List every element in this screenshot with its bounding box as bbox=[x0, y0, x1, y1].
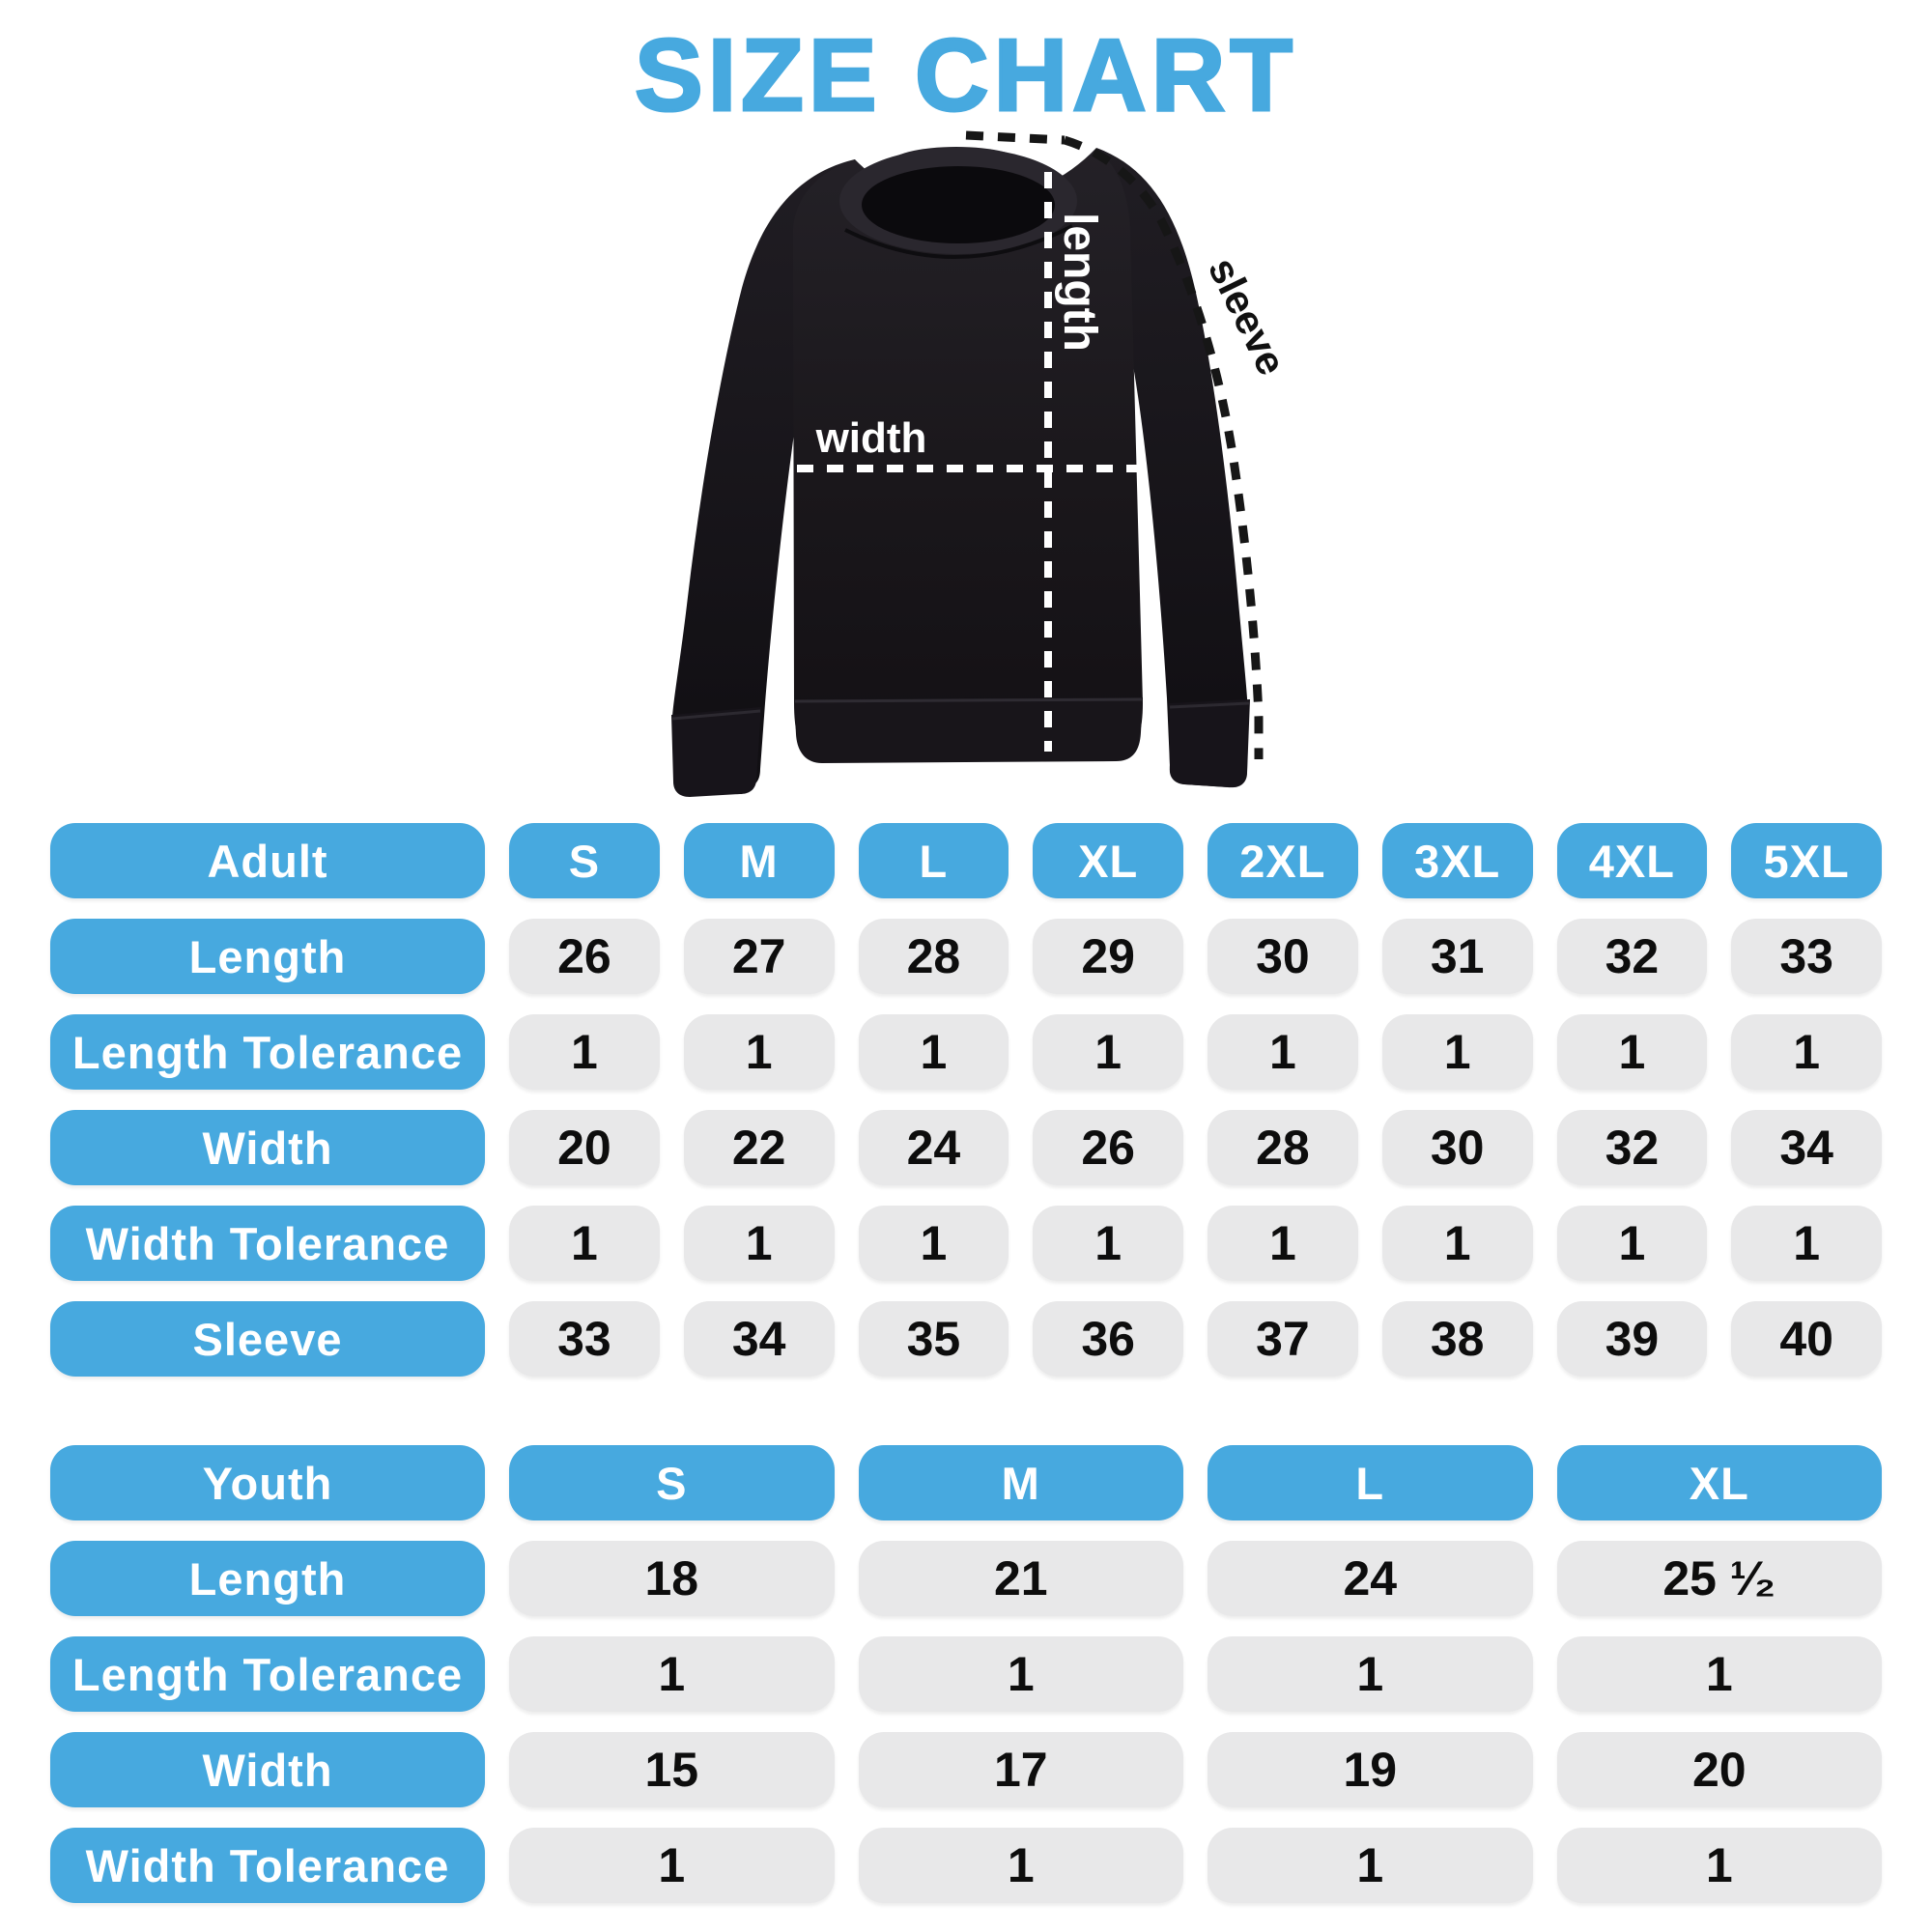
adult-width-tolerance-value: 1 bbox=[1731, 1206, 1882, 1281]
youth-length-value: 25 ¹⁄₂ bbox=[1556, 1541, 1882, 1616]
youth-size-header-s: S bbox=[509, 1445, 835, 1520]
sleeve-measure-line bbox=[965, 130, 1264, 759]
collar-opening bbox=[862, 166, 1055, 243]
adult-length-value: 28 bbox=[858, 919, 1009, 994]
adult-size-header-3xl: 3XL bbox=[1381, 823, 1533, 898]
adult-sleeve-value: 39 bbox=[1556, 1301, 1708, 1377]
youth-size-header-l: L bbox=[1208, 1445, 1533, 1520]
youth-table-title: Youth bbox=[50, 1445, 485, 1520]
sweatshirt-measurement-diagram: length width sleeve bbox=[647, 124, 1314, 819]
adult-width-tolerance-value: 1 bbox=[1208, 1206, 1358, 1281]
adult-sleeve-value: 37 bbox=[1208, 1301, 1358, 1377]
adult-width-value: 26 bbox=[1033, 1110, 1183, 1185]
youth-length-value: 24 bbox=[1208, 1541, 1533, 1616]
adult-row-label-length: Length bbox=[50, 919, 485, 994]
adult-width-value: 32 bbox=[1556, 1110, 1708, 1185]
youth-size-header-xl: XL bbox=[1556, 1445, 1882, 1520]
youth-length-value: 18 bbox=[509, 1541, 835, 1616]
adult-length-tolerance-value: 1 bbox=[858, 1014, 1009, 1090]
adult-length-tolerance-value: 1 bbox=[1731, 1014, 1882, 1090]
adult-size-table: Adult S M L XL 2XL 3XL 4XL 5XL Length 26… bbox=[50, 823, 1882, 1377]
youth-width-tolerance-value: 1 bbox=[858, 1828, 1183, 1903]
youth-length-tolerance-value: 1 bbox=[1208, 1636, 1533, 1712]
adult-sleeve-value: 34 bbox=[683, 1301, 835, 1377]
adult-length-tolerance-value: 1 bbox=[1556, 1014, 1708, 1090]
adult-width-value: 30 bbox=[1381, 1110, 1533, 1185]
length-label: length bbox=[1054, 213, 1105, 352]
adult-width-value: 34 bbox=[1731, 1110, 1882, 1185]
sleeve-label: sleeve bbox=[1200, 250, 1295, 382]
youth-row-label-width-tolerance: Width Tolerance bbox=[50, 1828, 485, 1903]
adult-sleeve-value: 33 bbox=[509, 1301, 660, 1377]
adult-length-value: 30 bbox=[1208, 919, 1358, 994]
adult-length-value: 26 bbox=[509, 919, 660, 994]
youth-length-value: 21 bbox=[858, 1541, 1183, 1616]
youth-width-tolerance-value: 1 bbox=[509, 1828, 835, 1903]
adult-width-tolerance-value: 1 bbox=[509, 1206, 660, 1281]
adult-width-value: 20 bbox=[509, 1110, 660, 1185]
adult-width-value: 28 bbox=[1208, 1110, 1358, 1185]
adult-width-tolerance-value: 1 bbox=[1556, 1206, 1708, 1281]
youth-width-tolerance-value: 1 bbox=[1556, 1828, 1882, 1903]
sweatshirt-diagram-svg: length width sleeve bbox=[671, 130, 1295, 797]
youth-size-header-m: M bbox=[858, 1445, 1183, 1520]
youth-length-tolerance-value: 1 bbox=[509, 1636, 835, 1712]
adult-width-value: 22 bbox=[683, 1110, 835, 1185]
adult-width-tolerance-value: 1 bbox=[858, 1206, 1009, 1281]
sweatshirt-body bbox=[793, 147, 1143, 763]
adult-sleeve-value: 36 bbox=[1033, 1301, 1183, 1377]
youth-width-value: 20 bbox=[1556, 1732, 1882, 1807]
adult-length-value: 27 bbox=[683, 919, 835, 994]
adult-row-label-width-tolerance: Width Tolerance bbox=[50, 1206, 485, 1281]
adult-size-header-m: M bbox=[683, 823, 835, 898]
width-label: width bbox=[815, 414, 927, 462]
youth-length-tolerance-value: 1 bbox=[858, 1636, 1183, 1712]
adult-sleeve-value: 38 bbox=[1381, 1301, 1533, 1377]
adult-row-label-sleeve: Sleeve bbox=[50, 1301, 485, 1377]
adult-length-value: 29 bbox=[1033, 919, 1183, 994]
adult-size-header-2xl: 2XL bbox=[1208, 823, 1358, 898]
adult-width-tolerance-value: 1 bbox=[1381, 1206, 1533, 1281]
youth-length-tolerance-value: 1 bbox=[1556, 1636, 1882, 1712]
adult-length-value: 31 bbox=[1381, 919, 1533, 994]
adult-sleeve-value: 40 bbox=[1731, 1301, 1882, 1377]
adult-size-header-4xl: 4XL bbox=[1556, 823, 1708, 898]
adult-width-value: 24 bbox=[858, 1110, 1009, 1185]
youth-width-value: 15 bbox=[509, 1732, 835, 1807]
youth-width-value: 19 bbox=[1208, 1732, 1533, 1807]
page-title: SIZE CHART bbox=[634, 17, 1297, 134]
adult-size-header-xl: XL bbox=[1033, 823, 1183, 898]
adult-table-title: Adult bbox=[50, 823, 485, 898]
adult-length-tolerance-value: 1 bbox=[509, 1014, 660, 1090]
adult-row-label-length-tolerance: Length Tolerance bbox=[50, 1014, 485, 1090]
adult-size-header-5xl: 5XL bbox=[1731, 823, 1882, 898]
youth-row-label-length: Length bbox=[50, 1541, 485, 1616]
adult-length-tolerance-value: 1 bbox=[1208, 1014, 1358, 1090]
adult-length-value: 32 bbox=[1556, 919, 1708, 994]
adult-width-tolerance-value: 1 bbox=[1033, 1206, 1183, 1281]
adult-length-tolerance-value: 1 bbox=[683, 1014, 835, 1090]
adult-size-header-l: L bbox=[858, 823, 1009, 898]
adult-length-tolerance-value: 1 bbox=[1033, 1014, 1183, 1090]
adult-size-header-s: S bbox=[509, 823, 660, 898]
adult-row-label-width: Width bbox=[50, 1110, 485, 1185]
adult-sleeve-value: 35 bbox=[858, 1301, 1009, 1377]
youth-size-table: Youth S M L XL Length 18 21 24 25 ¹⁄₂ Le… bbox=[50, 1445, 1882, 1903]
adult-length-value: 33 bbox=[1731, 919, 1882, 994]
youth-width-value: 17 bbox=[858, 1732, 1183, 1807]
youth-row-label-width: Width bbox=[50, 1732, 485, 1807]
adult-length-tolerance-value: 1 bbox=[1381, 1014, 1533, 1090]
youth-width-tolerance-value: 1 bbox=[1208, 1828, 1533, 1903]
adult-width-tolerance-value: 1 bbox=[683, 1206, 835, 1281]
youth-row-label-length-tolerance: Length Tolerance bbox=[50, 1636, 485, 1712]
